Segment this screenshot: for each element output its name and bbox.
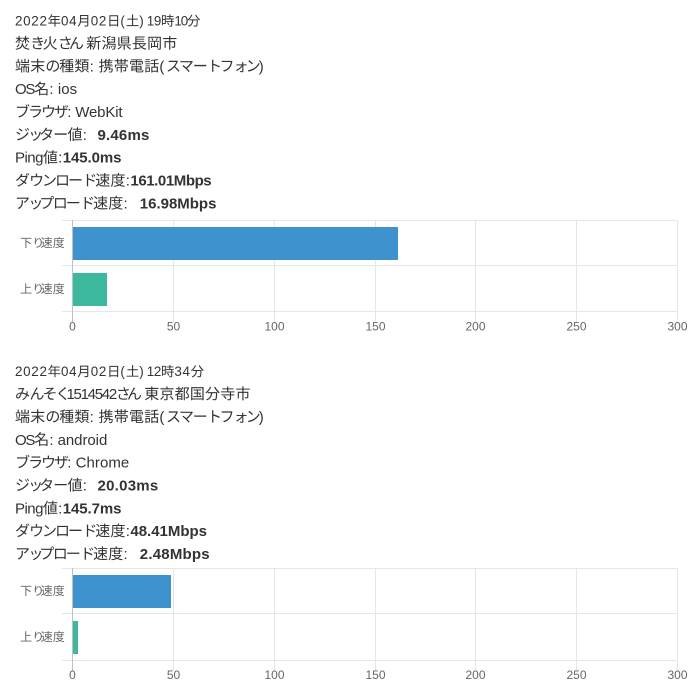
svg-text:10: 10 (174, 14, 187, 29)
svg-text::: : (58, 500, 67, 517)
svg-text:161.01Mbps: 161.01Mbps (130, 173, 211, 190)
svg-text::: : (124, 195, 133, 212)
svg-text:(: ( (159, 58, 166, 75)
svg-text:50: 50 (167, 319, 181, 333)
svg-text:2.48Mbps: 2.48Mbps (140, 546, 210, 563)
svg-text:300: 300 (667, 319, 687, 333)
svg-text:34: 34 (174, 364, 190, 379)
svg-text:100: 100 (264, 668, 284, 682)
svg-text:20.03ms: 20.03ms (98, 477, 159, 494)
svg-text:(: ( (120, 364, 126, 379)
svg-text:): ) (259, 58, 266, 75)
svg-text:2022: 2022 (15, 364, 48, 379)
svg-text:: WebKit: : WebKit (67, 104, 123, 121)
svg-text:150: 150 (365, 668, 385, 682)
svg-text:OS: OS (15, 81, 35, 98)
svg-text:: Chrome: : Chrome (67, 455, 129, 472)
svg-text:Ping: Ping (15, 150, 43, 167)
svg-text:1514542: 1514542 (67, 386, 117, 403)
svg-text:(: ( (159, 409, 166, 426)
svg-text:200: 200 (465, 668, 485, 682)
svg-text:0: 0 (69, 319, 76, 333)
svg-text::: : (90, 58, 99, 75)
svg-text::: : (126, 523, 135, 540)
svg-text:) 12: ) 12 (139, 364, 161, 379)
svg-text:) 19: ) 19 (139, 14, 161, 29)
svg-text:16.98Mbps: 16.98Mbps (140, 195, 217, 212)
svg-text:: ios: : ios (49, 81, 77, 98)
svg-text:04: 04 (61, 364, 77, 379)
svg-text:48.41Mbps: 48.41Mbps (130, 523, 207, 540)
svg-text:04: 04 (61, 14, 77, 29)
svg-text::: : (90, 409, 99, 426)
svg-text:OS: OS (15, 432, 35, 449)
svg-text:02: 02 (91, 14, 107, 29)
svg-text:): ) (259, 409, 266, 426)
svg-text:(: ( (120, 14, 126, 29)
svg-text:145.0ms: 145.0ms (63, 150, 122, 167)
svg-text:200: 200 (465, 319, 485, 333)
svg-text:9.46ms: 9.46ms (98, 127, 150, 144)
svg-text:2022: 2022 (15, 14, 48, 29)
svg-text:300: 300 (667, 668, 687, 682)
svg-text:250: 250 (566, 319, 586, 333)
svg-text:100: 100 (264, 319, 284, 333)
svg-text::: : (124, 546, 133, 563)
svg-text:02: 02 (91, 364, 107, 379)
svg-text:0: 0 (69, 668, 76, 682)
svg-text:150: 150 (365, 319, 385, 333)
svg-text:250: 250 (566, 668, 586, 682)
svg-text::: : (83, 127, 92, 144)
svg-text::: : (126, 173, 135, 190)
svg-text:: android: : android (49, 432, 107, 449)
svg-text:145.7ms: 145.7ms (63, 500, 122, 517)
svg-text::: : (83, 477, 92, 494)
svg-text:Ping: Ping (15, 500, 43, 517)
svg-text::: : (58, 150, 67, 167)
svg-text:50: 50 (167, 668, 181, 682)
